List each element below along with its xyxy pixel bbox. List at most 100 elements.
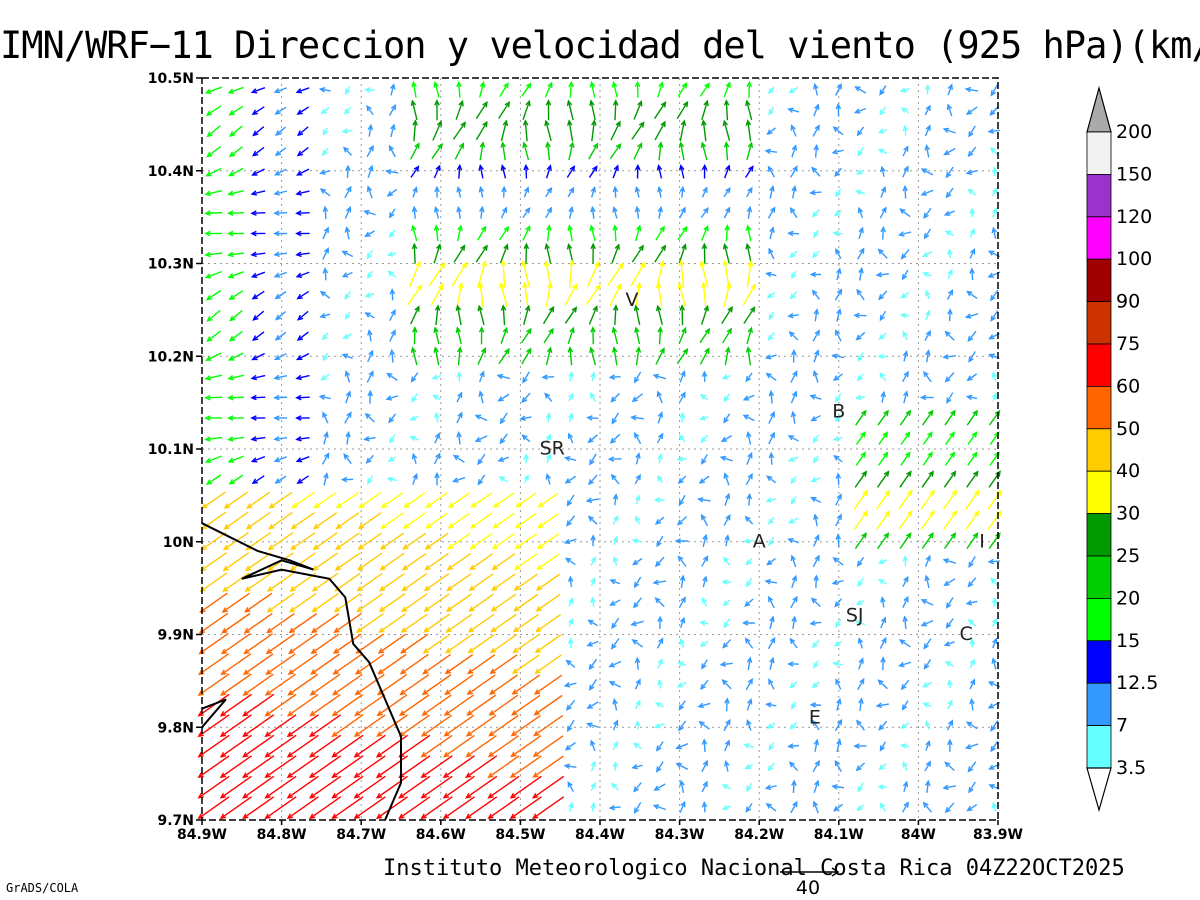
wind-arrow <box>812 124 820 137</box>
wind-arrow <box>366 249 374 260</box>
wind-arrow <box>226 230 245 237</box>
wind-arrow-head <box>944 807 951 814</box>
wind-arrow-head <box>335 523 342 530</box>
wind-arrow-head <box>488 730 495 737</box>
wind-arrow <box>746 186 753 198</box>
wind-arrow-head <box>702 759 708 767</box>
wind-arrow <box>923 228 932 240</box>
wind-arrow-head <box>345 390 352 397</box>
wind-arrow <box>251 475 265 485</box>
wind-arrow <box>250 436 266 442</box>
wind-arrow <box>205 289 222 301</box>
wind-arrow <box>295 456 310 463</box>
wind-arrow <box>456 431 462 445</box>
wind-arrow-shaft <box>989 560 1000 563</box>
wind-arrow-shaft <box>399 714 430 737</box>
wind-arrow-head <box>719 661 727 667</box>
wind-arrow-shaft <box>878 432 888 445</box>
wind-arrow <box>855 719 865 731</box>
wind-arrow <box>632 742 642 750</box>
wind-arrow-shaft <box>568 433 574 444</box>
wind-arrow-head <box>836 718 843 726</box>
wind-arrow <box>853 743 867 749</box>
wind-arrow-head <box>741 620 749 626</box>
wind-arrow-head <box>836 738 842 746</box>
wind-arrow-head <box>723 141 730 148</box>
wind-arrow <box>654 702 664 708</box>
wind-arrow-shaft <box>522 371 530 383</box>
wind-arrow <box>477 346 487 365</box>
wind-arrow-shaft <box>723 82 731 98</box>
wind-arrow-shaft <box>679 207 686 219</box>
wind-arrow <box>946 103 953 117</box>
wind-arrow-head <box>590 556 596 563</box>
wind-arrow-shaft <box>537 533 560 549</box>
wind-arrow-shaft <box>567 494 575 506</box>
wind-arrow-shaft <box>858 658 864 670</box>
wind-arrow-head <box>657 678 663 686</box>
wind-arrow-head <box>812 800 819 808</box>
wind-arrow <box>610 473 620 485</box>
wind-arrow-head <box>546 206 553 214</box>
wind-arrow-head <box>787 107 794 113</box>
wind-arrow <box>273 415 288 421</box>
wind-arrow <box>922 431 933 445</box>
wind-arrow-head <box>791 272 797 280</box>
wind-arrow-shaft <box>609 284 622 306</box>
wind-arrow <box>991 801 998 812</box>
wind-arrow <box>335 491 359 509</box>
wind-arrow-shaft <box>836 699 841 711</box>
wind-arrow <box>987 510 1002 530</box>
wind-arrow-head <box>991 657 997 664</box>
wind-arrow-shaft <box>354 755 386 778</box>
wind-arrow-shaft <box>412 225 418 242</box>
wind-arrow <box>813 513 819 527</box>
wind-arrow <box>250 394 266 401</box>
wind-arrow <box>877 679 888 690</box>
wind-arrow-shaft <box>433 453 441 465</box>
wind-arrow <box>588 305 598 325</box>
wind-arrow <box>836 267 842 281</box>
wind-arrow-head <box>322 205 329 212</box>
wind-arrow-shaft <box>946 392 954 403</box>
wind-arrow-shaft <box>376 755 409 778</box>
wind-arrow-head <box>727 306 733 313</box>
wind-arrow-head <box>491 543 499 550</box>
wind-arrow-shaft <box>698 498 711 502</box>
wind-arrow-shaft <box>653 804 667 811</box>
wind-arrow-shaft <box>453 245 466 263</box>
wind-arrow-head <box>219 751 227 758</box>
wind-arrow-head <box>389 437 395 444</box>
wind-arrow-head <box>421 710 428 716</box>
wind-arrow <box>832 435 843 442</box>
wind-arrow <box>813 349 820 363</box>
wind-arrow-head <box>380 502 387 509</box>
wind-arrow <box>855 599 865 606</box>
wind-arrow-shaft <box>366 371 374 383</box>
wind-arrow-shaft <box>333 633 362 654</box>
wind-arrow-head <box>571 283 578 290</box>
wind-arrow-head <box>503 225 510 233</box>
wind-arrow-head <box>723 556 729 563</box>
wind-arrow <box>242 693 275 717</box>
wind-arrow-shaft <box>201 531 227 551</box>
wind-arrow-shaft <box>590 740 596 752</box>
wind-arrow <box>609 282 622 306</box>
wind-arrow <box>499 243 509 264</box>
wind-arrow-shaft <box>680 576 684 588</box>
wind-arrow-shaft <box>346 166 349 178</box>
wind-arrow-shaft <box>402 552 427 571</box>
wind-arrow-shaft <box>611 412 620 424</box>
wind-arrow-head <box>987 703 995 709</box>
wind-arrow <box>310 653 341 675</box>
wind-arrow <box>430 283 444 306</box>
wind-arrow <box>533 715 564 737</box>
wind-arrow-head <box>411 224 417 232</box>
wind-arrow-head <box>987 250 995 256</box>
wind-arrow-shaft <box>813 535 820 547</box>
wind-arrow <box>264 775 297 799</box>
wind-arrow-head <box>219 772 227 779</box>
wind-arrow <box>922 702 932 708</box>
wind-arrow-head <box>943 210 951 216</box>
